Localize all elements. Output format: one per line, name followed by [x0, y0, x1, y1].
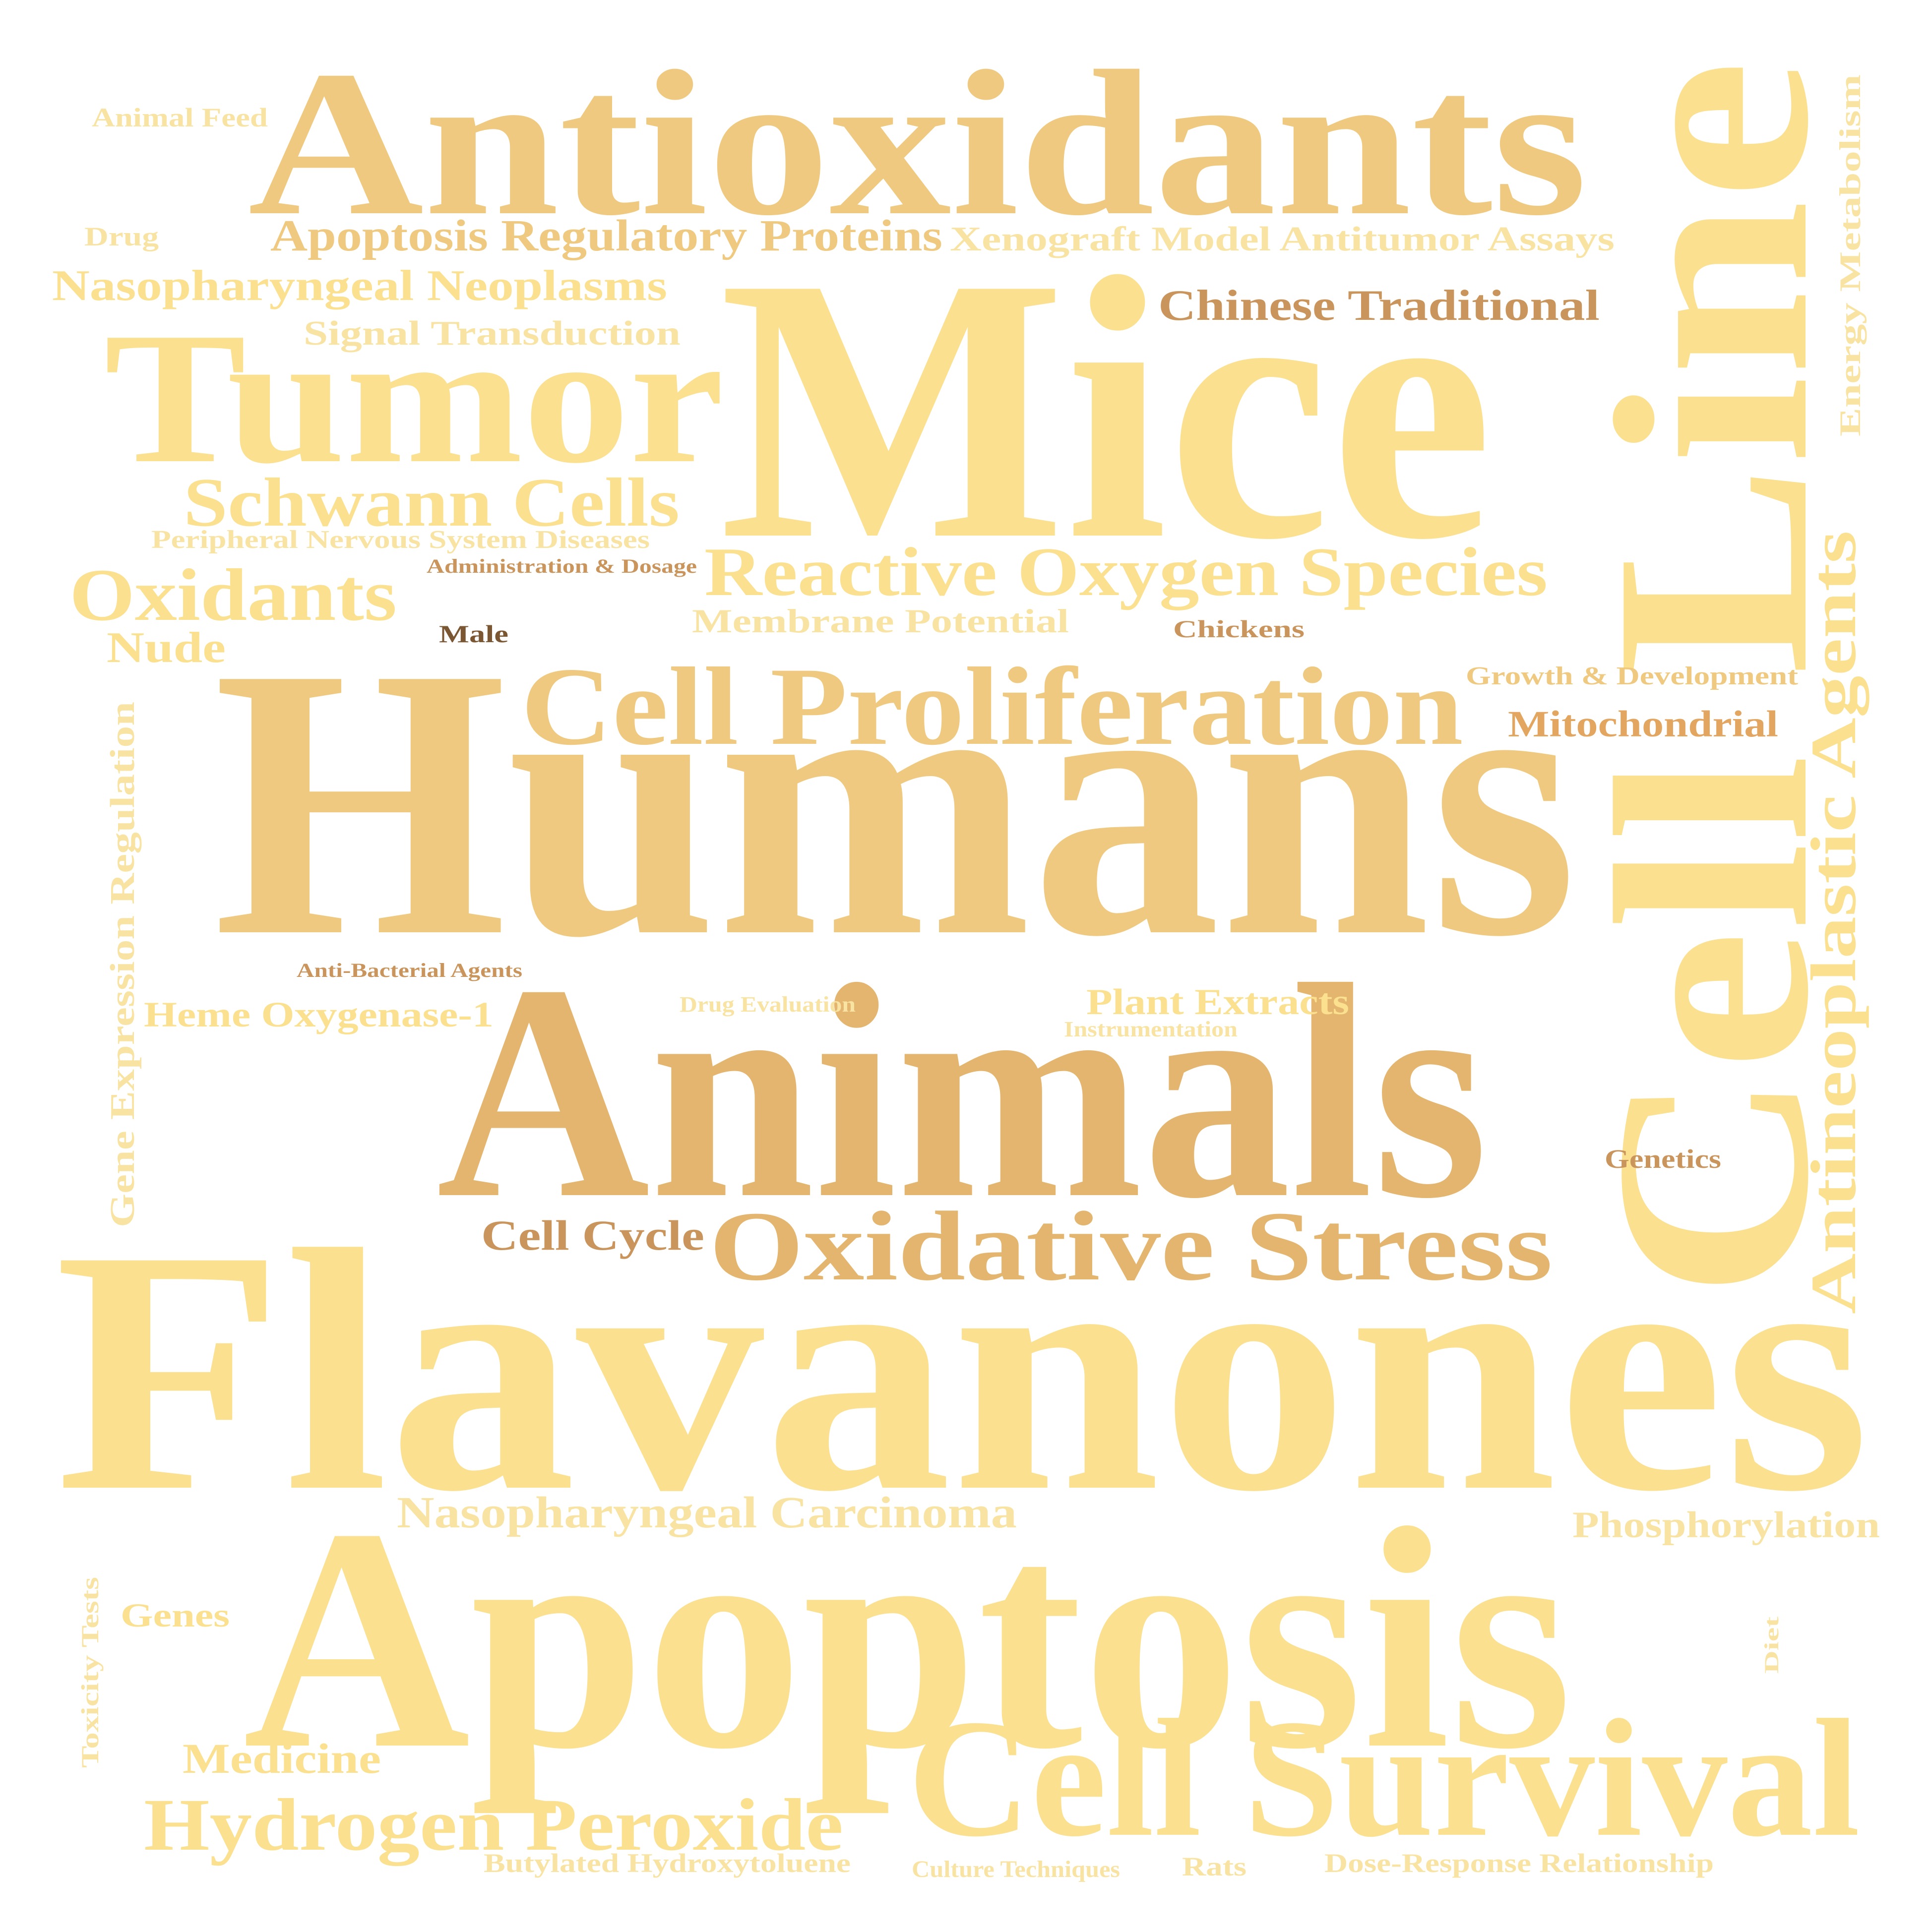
word-genes: Genes — [121, 1596, 230, 1634]
word-mitochondrial: Mitochondrial — [1508, 704, 1778, 745]
word-phosphorylation: Phosphorylation — [1572, 1505, 1880, 1546]
word-signal-transduction: Signal Transduction — [304, 314, 681, 353]
word-administration-dosage: Administration & Dosage — [427, 555, 697, 577]
word-cell-proliferation: Cell Proliferation — [521, 644, 1463, 768]
word-mice: Mice — [719, 200, 1493, 617]
word-nasopharyngeal-carcinoma: Nasopharyngeal Carcinoma — [397, 1488, 1017, 1537]
word-chickens: Chickens — [1173, 615, 1305, 643]
word-medicine: Medicine — [183, 1735, 381, 1782]
word-energy-metabolism: Energy Metabolism — [1834, 74, 1867, 436]
word-drug-evaluation: Drug Evaluation — [680, 992, 856, 1017]
word-xenograft-model-antitumor-assays: Xenograft Model Antitumor Assays — [950, 220, 1615, 258]
word-plant-extracts: Plant Extracts — [1086, 982, 1349, 1023]
word-diet: Diet — [1760, 1616, 1783, 1674]
word-rats: Rats — [1182, 1852, 1246, 1881]
word-cell-line: Cell Line — [1558, 60, 1866, 1299]
word-membrane-potential: Membrane Potential — [692, 602, 1069, 640]
word-apoptosis: Apoptosis — [243, 1463, 1572, 1815]
word-nude: Nude — [107, 624, 226, 672]
word-male: Male — [439, 620, 508, 648]
word-reactive-oxygen-species: Reactive Oxygen Species — [704, 534, 1548, 610]
word-antioxidants: Antioxidants — [248, 28, 1587, 258]
word-heme-oxygenase-1: Heme Oxygenase-1 — [144, 995, 494, 1034]
word-cell-cycle: Cell Cycle — [481, 1211, 704, 1259]
word-schwann-cells: Schwann Cells — [184, 464, 680, 541]
word-peripheral-nervous-system-diseases: Peripheral Nervous System Diseases — [151, 526, 650, 554]
word-apoptosis-regulatory-proteins: Apoptosis Regulatory Proteins — [270, 211, 942, 260]
word-cell-survival: Cell Survival — [908, 1685, 1860, 1872]
word-chinese-traditional: Chinese Traditional — [1158, 282, 1600, 330]
word-nasopharyngeal-neoplasms: Nasopharyngeal Neoplasms — [52, 262, 667, 310]
word-drug: Drug — [84, 222, 159, 251]
word-instrumentation: Instrumentation — [1064, 1017, 1238, 1041]
word-tumor: Tumor — [104, 294, 724, 502]
word-antineoplastic-agents: Antineoplastic Agents — [1798, 531, 1870, 1314]
word-growth-development: Growth & Development — [1466, 662, 1799, 690]
word-butylated-hydroxytoluene: Butylated Hydroxytoluene — [484, 1848, 851, 1878]
word-toxicity-tests: Toxicity Tests — [76, 1577, 104, 1768]
word-animal-feed: Animal Feed — [92, 103, 268, 132]
word-culture-techniques: Culture Techniques — [912, 1856, 1120, 1882]
word-oxidants: Oxidants — [69, 554, 397, 636]
word-humans: Humans — [213, 588, 1577, 1016]
word-animals: Animals — [436, 922, 1488, 1262]
word-dose-response-relationship: Dose-Response Relationship — [1324, 1848, 1714, 1878]
word-oxidative-stress: Oxidative Stress — [709, 1192, 1553, 1301]
word-gene-expression-regulation: Gene Expression Regulation — [104, 702, 142, 1227]
word-genetics: Genetics — [1605, 1144, 1721, 1174]
word-hydrogen-peroxide: Hydrogen Peroxide — [144, 1784, 843, 1866]
word-flavanones: Flavanones — [55, 1179, 1870, 1563]
word-anti-bacterial-agents: Anti-Bacterial Agents — [297, 959, 522, 981]
